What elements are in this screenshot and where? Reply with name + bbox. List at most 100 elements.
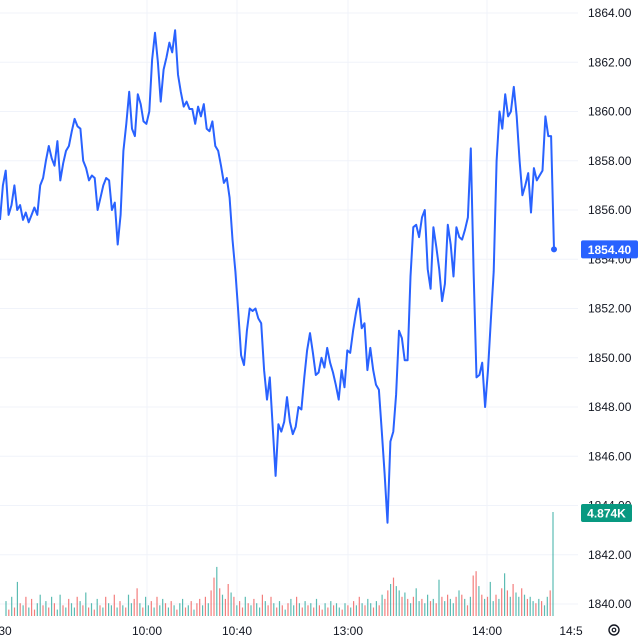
volume-bar — [119, 601, 121, 616]
volume-bar — [466, 605, 469, 616]
volume-bar — [498, 598, 500, 616]
volume-bar — [529, 596, 531, 616]
volume-bar — [518, 596, 520, 616]
volume-bar — [127, 594, 130, 616]
volume-bar — [415, 588, 417, 616]
volume-bar — [298, 603, 300, 616]
y-tick-label: 1850.00 — [588, 351, 632, 365]
last-price-label: 1854.40 — [588, 243, 632, 257]
volume-bar — [392, 577, 395, 616]
volume-bar — [421, 598, 423, 616]
volume-bar — [375, 601, 377, 616]
volume-bar — [113, 594, 115, 616]
volume-bar — [432, 598, 434, 616]
volume-bar — [170, 601, 172, 616]
time-axis[interactable]: 30 10:00 10:40 13:00 14:00 14:5 — [0, 624, 583, 638]
price-line — [0, 29, 555, 524]
volume-bar — [221, 594, 224, 616]
volume-bar — [270, 596, 272, 616]
volume-bar — [176, 609, 178, 616]
volume-bar — [45, 601, 47, 616]
volume-bar — [51, 596, 53, 616]
volume-bar — [310, 603, 312, 616]
volume-bar — [182, 598, 184, 616]
x-tick-label: 14:00 — [472, 624, 502, 638]
y-tick-label: 1856.00 — [588, 203, 632, 217]
volume-bar — [333, 605, 335, 616]
volume-bar — [541, 601, 543, 616]
volume-bar — [62, 605, 64, 616]
volume-bar — [22, 605, 24, 616]
volume-bar — [381, 594, 383, 616]
y-tick-label: 1846.00 — [588, 449, 632, 463]
volume-bar — [199, 598, 201, 616]
y-tick-label: 1860.00 — [588, 105, 632, 119]
volume-bar — [150, 601, 152, 616]
y-tick-label: 1852.00 — [588, 302, 632, 316]
volume-bar — [33, 609, 36, 616]
volume-bar — [318, 605, 320, 616]
volume-bar — [36, 603, 38, 616]
grid-lines — [0, 0, 578, 616]
volume-bar — [438, 579, 440, 616]
volume-bar — [162, 598, 164, 616]
volume-bars — [5, 512, 554, 616]
gear-icon[interactable] — [608, 624, 620, 636]
volume-bar — [233, 596, 235, 616]
volume-bar — [139, 603, 141, 616]
volume-bar — [404, 592, 406, 616]
volume-bar — [378, 605, 380, 616]
volume-bar — [96, 598, 98, 616]
volume-bar — [136, 588, 138, 616]
volume-bar — [455, 596, 457, 616]
volume-bar — [219, 588, 221, 616]
volume-bar — [239, 601, 241, 616]
volume-bar — [207, 603, 209, 616]
volume-bar — [341, 609, 343, 616]
volume-bar — [458, 590, 460, 616]
volume-bar — [133, 598, 135, 616]
volume-bar — [304, 601, 306, 616]
volume-bar — [441, 596, 443, 616]
volume-bar — [501, 588, 503, 616]
volume-bar — [93, 609, 95, 616]
volume-bar — [278, 601, 281, 616]
x-tick-label: 10:40 — [222, 624, 252, 638]
volume-bar — [350, 607, 352, 616]
volume-bar — [224, 598, 226, 616]
volume-bar — [244, 596, 246, 616]
volume-bar — [65, 607, 67, 616]
x-tick-label: 14:5 — [559, 624, 583, 638]
volume-bar — [543, 605, 546, 616]
volume-bar — [13, 607, 16, 616]
volume-bar — [324, 603, 326, 616]
volume-bar — [552, 512, 554, 616]
volume-bar — [90, 603, 93, 616]
volume-bar — [8, 609, 10, 616]
volume-bar — [147, 605, 149, 616]
volume-bar — [230, 592, 232, 616]
volume-bar — [190, 601, 192, 616]
volume-bar — [102, 607, 104, 616]
volume-bar — [398, 590, 400, 616]
volume-bar — [173, 605, 175, 616]
volume-bar — [495, 594, 497, 616]
volume-bar — [31, 598, 33, 616]
volume-bar — [56, 609, 58, 616]
volume-bar — [435, 603, 437, 616]
volume-bar — [167, 607, 169, 616]
volume-bar — [213, 577, 215, 616]
volume-badge: 4.874K — [581, 504, 632, 522]
volume-bar — [418, 601, 420, 616]
x-tick-label: 10:00 — [132, 624, 162, 638]
volume-bar — [5, 601, 7, 616]
volume-bar — [512, 584, 514, 616]
volume-bar — [361, 603, 363, 616]
volume-bar — [429, 601, 432, 616]
volume-bar — [53, 603, 55, 616]
volume-bar — [11, 596, 13, 616]
volume-bar — [472, 575, 474, 616]
volume-bar — [489, 581, 491, 616]
volume-bar — [523, 594, 526, 616]
